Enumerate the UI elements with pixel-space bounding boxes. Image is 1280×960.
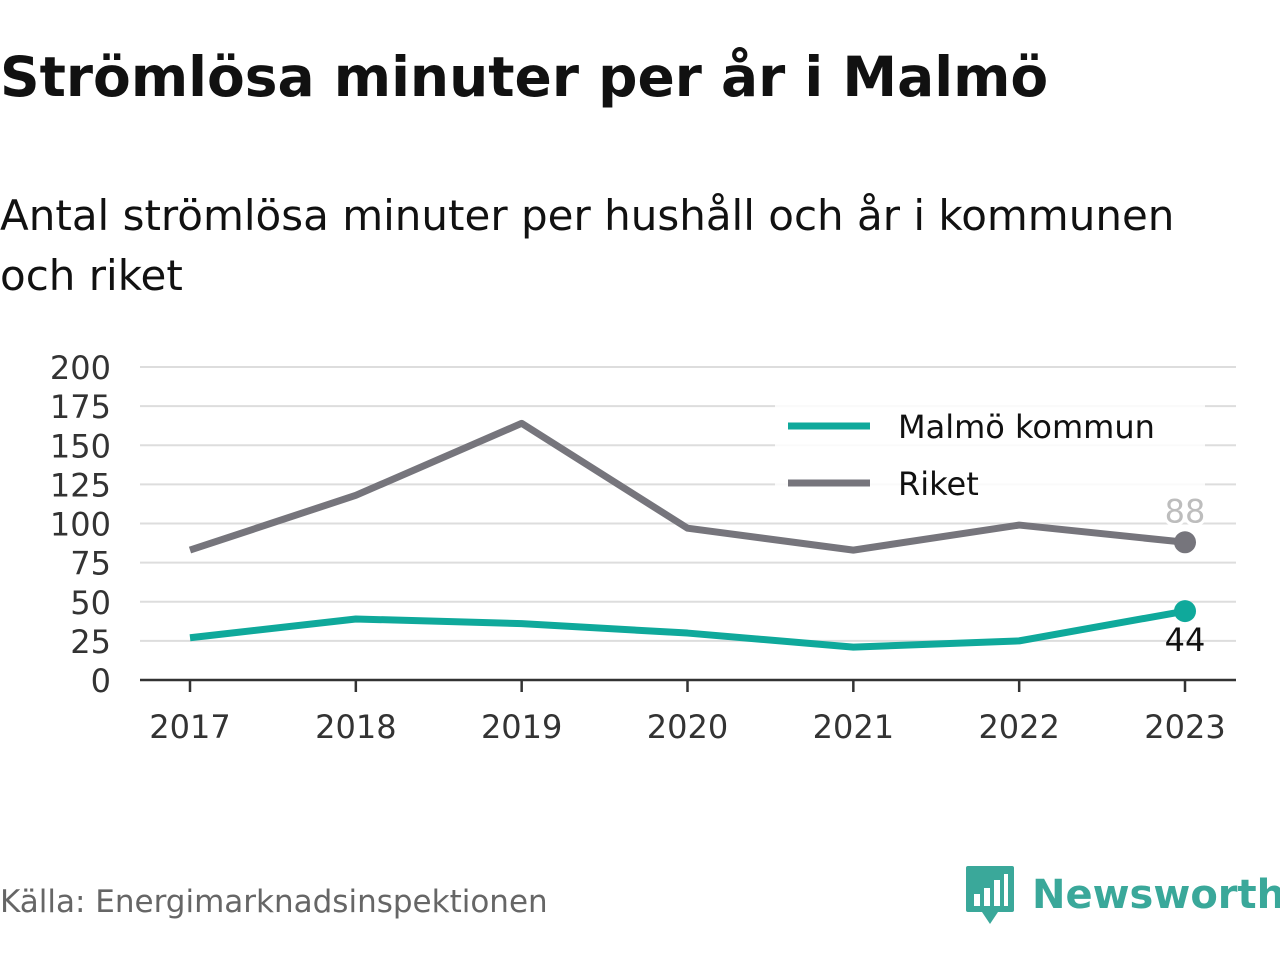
y-tick-label: 0: [91, 662, 111, 700]
series-line-riket: [188, 419, 1186, 554]
legend: Malmö kommun Riket: [775, 404, 1205, 503]
y-tick-label: 125: [50, 466, 111, 504]
y-tick-label: 175: [50, 388, 111, 426]
x-tick-label: 2020: [647, 708, 728, 746]
brand-name: Newsworthy: [1032, 872, 1280, 918]
legend-label: Malmö kommun: [898, 408, 1155, 446]
y-tick-label: 50: [70, 584, 111, 622]
y-tick-label: 200: [50, 349, 111, 387]
x-tick-label: 2017: [149, 708, 230, 746]
source-note: Källa: Energimarknadsinspektionen: [0, 884, 548, 920]
x-tick-label: 2022: [978, 708, 1059, 746]
data-label-riket: 88: [1165, 492, 1206, 530]
y-tick-label: 25: [70, 623, 111, 661]
gridlines: [140, 366, 1236, 642]
end-point-riket: [1174, 531, 1196, 554]
x-axis: 2017 2018 2019 2020 2021 2022 2023: [140, 678, 1236, 746]
x-tick-label: 2019: [481, 708, 562, 746]
y-tick-label: 100: [50, 506, 111, 544]
chart-subtitle: Antal strömlösa minuter per hushåll och …: [0, 191, 1175, 300]
legend-label: Riket: [898, 465, 979, 503]
x-tick-label: 2021: [813, 708, 894, 746]
x-tick-label: 2023: [1144, 708, 1225, 746]
y-tick-label: 75: [70, 545, 111, 583]
x-tick-label: 2018: [315, 708, 396, 746]
end-point-malmo: [1174, 600, 1196, 623]
brand-logo[interactable]: Newsworthy: [964, 864, 1280, 926]
newsworthy-logo-icon: [966, 866, 1014, 924]
y-tick-label: 150: [50, 427, 111, 465]
chart-title: Strömlösa minuter per år i Malmö: [0, 45, 1049, 109]
series-lines: 44 88: [188, 419, 1208, 659]
series-line-malmo: [189, 607, 1186, 651]
legend-background: [775, 404, 1205, 488]
data-label-malmo: 44: [1165, 621, 1206, 659]
